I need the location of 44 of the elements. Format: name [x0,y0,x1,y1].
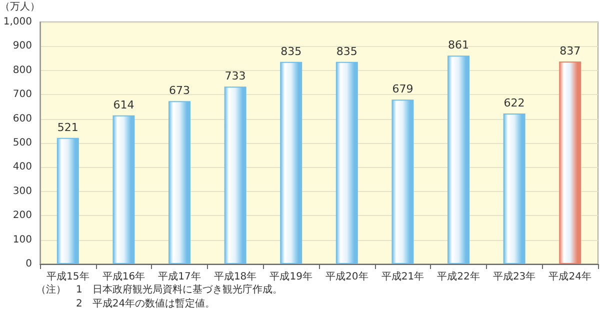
y-tick-label: 500 [12,138,32,148]
bar [224,86,246,264]
y-tick-label: 0 [26,258,32,270]
data-label: 679 [392,82,414,96]
y-tick-label: 300 [12,186,32,197]
data-label: 837 [560,44,581,58]
bar [336,62,358,264]
data-label: 835 [336,44,358,58]
x-tick-label: 平成16年 [102,270,146,282]
y-tick-label: 400 [12,162,32,173]
x-tick-label: 平成17年 [158,270,201,282]
data-label: 521 [57,120,78,134]
bar [56,138,79,264]
x-tick-label: 平成23年 [492,270,536,282]
x-tick-label: 平成18年 [214,270,257,282]
data-label: 733 [224,70,246,83]
bar [559,61,582,264]
text: 2 平成24年の数値は暫定値。 [36,298,216,310]
y-tick-label: 800 [12,64,32,76]
data-label: 614 [113,98,134,112]
bar [392,100,414,264]
text: （注） 1 日本政府観光局資料に基づき観光庁作成。 [36,284,282,296]
data-label: 622 [504,96,525,110]
bar [503,113,526,264]
x-tick-label: 平成20年 [326,270,368,282]
y-tick-label: 100 [12,234,32,246]
data-label: 673 [169,84,190,98]
data-label: 861 [448,38,469,52]
x-tick-label: 平成19年 [270,270,312,282]
x-tick-label: 平成21年 [381,270,424,282]
data-label: 835 [280,44,302,58]
bar [168,101,190,264]
y-tick-label: 600 [12,113,32,124]
x-tick-label: 平成15年 [46,270,90,282]
y-tick-label: 200 [12,210,32,222]
y-tick-label: 1,000 [3,16,32,28]
y-tick-label: 900 [12,40,32,52]
x-tick-label: 平成24年 [548,270,592,282]
bar [280,62,302,264]
bar [112,115,135,264]
bar [448,56,470,264]
y-tick-label: 700 [12,89,32,100]
x-tick-label: 平成22年 [437,270,480,282]
y-axis-title: （万人） [0,2,40,12]
